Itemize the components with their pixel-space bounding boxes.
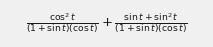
Text: $\frac{\cos^2 t}{(1+\sin t)(\cos t)}+\frac{\sin t+\sin^2 t}{(1+\sin t)(\cos t)}$: $\frac{\cos^2 t}{(1+\sin t)(\cos t)}+\fr…	[26, 11, 187, 36]
